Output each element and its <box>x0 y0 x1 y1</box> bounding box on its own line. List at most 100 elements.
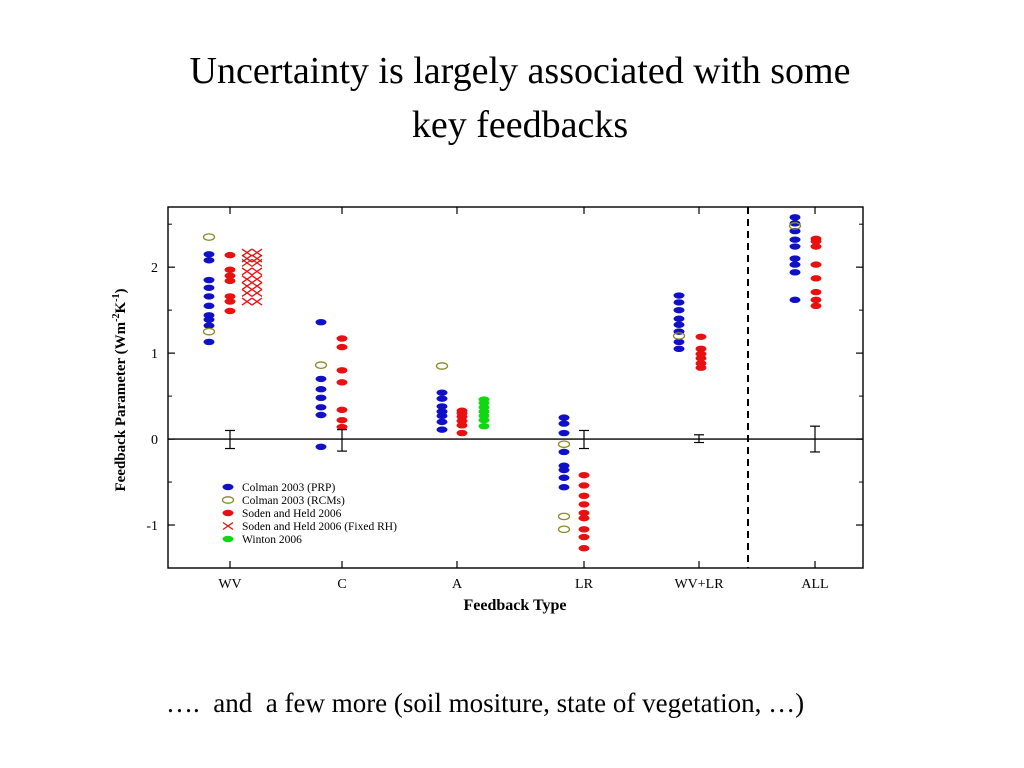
point-soden-and-held-2006 <box>810 275 822 282</box>
point-colman-2003-prp <box>315 443 327 451</box>
point-soden-and-held-2006 <box>695 350 707 358</box>
y-axis-label-part: Feedback Parameter (Wm <box>113 321 129 491</box>
point-soden-and-held-2006 <box>224 251 236 259</box>
point-colman-2003-prp <box>789 296 801 304</box>
point-soden-and-held-2006-fixed-rh <box>251 297 263 306</box>
point-soden-and-held-2006 <box>336 343 348 351</box>
point-soden-and-held-2006-fixed-rh <box>251 267 263 276</box>
legend-label-colman-2003-rcms: Colman 2003 (RCMs) <box>242 495 345 507</box>
point-soden-and-held-2006 <box>336 379 348 386</box>
point-colman-2003-prp <box>436 389 448 396</box>
point-colman-2003-prp <box>789 243 801 250</box>
point-colman-2003-rcms <box>435 362 449 370</box>
point-soden-and-held-2006 <box>456 407 468 414</box>
slide-title-line-1: Uncertainty is largely associated with s… <box>189 50 851 92</box>
point-soden-and-held-2006-fixed-rh <box>251 282 263 291</box>
point-soden-and-held-2006 <box>695 345 707 353</box>
point-colman-2003-prp <box>558 484 570 491</box>
point-soden-and-held-2006-fixed-rh <box>251 288 263 297</box>
point-soden-and-held-2006 <box>810 261 822 268</box>
point-colman-2003-rcms <box>314 361 328 370</box>
y-axis-label-superscript: -2 <box>111 314 122 322</box>
point-soden-and-held-2006-fixed-rh <box>241 254 253 263</box>
point-soden-and-held-2006 <box>810 243 822 250</box>
point-colman-2003-prp <box>203 322 215 329</box>
legend-label-colman-2003-prp: Colman 2003 (PRP) <box>242 482 335 494</box>
point-colman-2003-prp <box>315 318 327 326</box>
y-axis-label-part: ) <box>113 288 129 293</box>
point-colman-2003-prp <box>436 403 448 410</box>
point-colman-2003-prp <box>203 312 215 319</box>
point-colman-2003-rcms <box>788 222 802 230</box>
point-colman-2003-prp <box>673 299 685 306</box>
y-tick-label: 2 <box>151 261 158 276</box>
legend-marker-winton-2006 <box>222 535 234 543</box>
x-tick-label-wv: WV <box>218 577 241 592</box>
point-soden-and-held-2006 <box>336 423 348 431</box>
point-colman-2003-prp <box>558 448 570 456</box>
point-colman-2003-prp <box>789 227 801 235</box>
y-axis-label-part: K <box>113 302 129 314</box>
point-soden-and-held-2006 <box>578 482 590 489</box>
point-soden-and-held-2006 <box>578 501 590 508</box>
point-soden-and-held-2006 <box>695 360 707 367</box>
point-soden-and-held-2006 <box>578 533 590 541</box>
point-colman-2003-prp <box>436 395 448 402</box>
footnote-text: …. and a few more (soil mositure, state … <box>166 688 805 718</box>
point-colman-2003-prp <box>789 269 801 276</box>
point-soden-and-held-2006-fixed-rh <box>241 282 253 291</box>
point-winton-2006 <box>478 396 490 403</box>
point-soden-and-held-2006 <box>810 302 822 310</box>
point-winton-2006 <box>478 422 490 430</box>
point-soden-and-held-2006-fixed-rh <box>251 248 263 257</box>
point-soden-and-held-2006 <box>336 406 348 414</box>
point-soden-and-held-2006 <box>578 471 590 479</box>
plot-frame <box>167 206 864 569</box>
point-soden-and-held-2006 <box>224 266 236 273</box>
point-soden-and-held-2006-fixed-rh <box>251 275 263 284</box>
point-colman-2003-prp <box>436 426 448 433</box>
x-axis-label: Feedback Type <box>464 597 567 614</box>
point-soden-and-held-2006 <box>578 526 590 533</box>
point-colman-2003-prp <box>203 251 215 258</box>
point-colman-2003-prp <box>789 261 801 268</box>
y-tick-label: 1 <box>151 347 158 362</box>
x-tick-label-a: A <box>452 577 463 592</box>
point-soden-and-held-2006-fixed-rh <box>241 267 253 276</box>
point-soden-and-held-2006 <box>810 296 822 304</box>
point-colman-2003-rcms <box>202 233 216 241</box>
point-colman-2003-rcms <box>202 327 216 336</box>
x-tick-label-c: C <box>337 577 346 592</box>
x-tick-label-all: ALL <box>801 577 828 592</box>
point-colman-2003-prp <box>315 404 327 411</box>
legend-label-soden-and-held-2006: Soden and Held 2006 <box>242 508 342 520</box>
point-colman-2003-prp <box>558 420 570 427</box>
slide-footnote: …. and a few more (soil mositure, state … <box>166 688 804 719</box>
legend-marker-colman-2003-prp <box>222 483 234 491</box>
point-soden-and-held-2006 <box>578 492 590 499</box>
y-axis-label-superscript: -1 <box>111 293 122 301</box>
point-soden-and-held-2006 <box>810 235 822 243</box>
point-soden-and-held-2006 <box>224 307 236 315</box>
point-soden-and-held-2006-fixed-rh <box>251 254 263 263</box>
point-colman-2003-prp <box>673 315 685 322</box>
point-soden-and-held-2006 <box>224 277 236 285</box>
slide-title-line-2: key feedbacks <box>411 104 629 146</box>
point-colman-2003-prp <box>673 345 685 353</box>
point-colman-2003-prp <box>315 386 327 393</box>
point-colman-2003-prp <box>203 293 215 300</box>
point-soden-and-held-2006 <box>336 367 348 374</box>
point-colman-2003-prp <box>789 214 801 221</box>
y-tick-label: 0 <box>151 433 158 448</box>
legend-marker-soden-and-held-2006 <box>222 509 234 517</box>
point-soden-and-held-2006 <box>224 298 236 305</box>
point-colman-2003-prp <box>789 236 801 243</box>
point-soden-and-held-2006 <box>578 509 590 517</box>
point-colman-2003-prp <box>558 462 570 469</box>
point-soden-and-held-2006 <box>224 293 236 300</box>
point-colman-2003-prp <box>558 474 570 481</box>
point-colman-2003-rcms <box>557 440 571 449</box>
x-tick-label-wv-lr: WV+LR <box>674 577 724 592</box>
point-colman-2003-prp <box>673 292 685 299</box>
